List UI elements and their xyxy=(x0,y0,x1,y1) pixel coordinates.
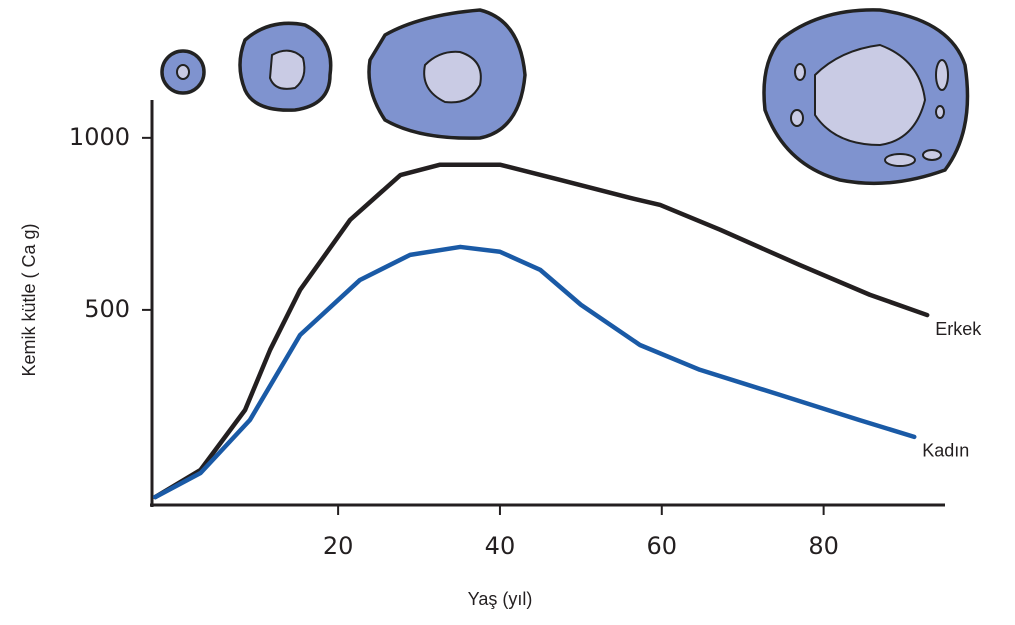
bone-cavity xyxy=(814,43,927,147)
series-label: Kadın xyxy=(922,441,969,461)
series-line xyxy=(152,162,930,500)
bone-cavity xyxy=(423,50,482,104)
x-tick-label: 80 xyxy=(808,532,839,560)
bone-cavity xyxy=(922,149,942,161)
series-line xyxy=(152,244,917,500)
x-axis-label: Yaş (yıl) xyxy=(468,589,533,609)
bone-cavity xyxy=(794,63,806,81)
bone-cavity xyxy=(935,59,949,91)
series-label: Erkek xyxy=(935,319,982,339)
y-axis-label: Kemik kütle ( Ca g) xyxy=(19,223,39,376)
x-tick-label: 20 xyxy=(323,532,354,560)
y-tick-label: 500 xyxy=(84,295,130,323)
x-tick-label: 40 xyxy=(485,532,516,560)
x-tick-label: 60 xyxy=(647,532,678,560)
bone-cavity xyxy=(884,153,916,167)
bone-cavity xyxy=(268,49,306,90)
bone-cavity xyxy=(935,105,945,119)
y-tick-label: 1000 xyxy=(69,123,130,151)
bone-illustrations xyxy=(160,8,970,186)
bone-cavity xyxy=(790,109,804,127)
bone-cavity xyxy=(176,64,190,80)
